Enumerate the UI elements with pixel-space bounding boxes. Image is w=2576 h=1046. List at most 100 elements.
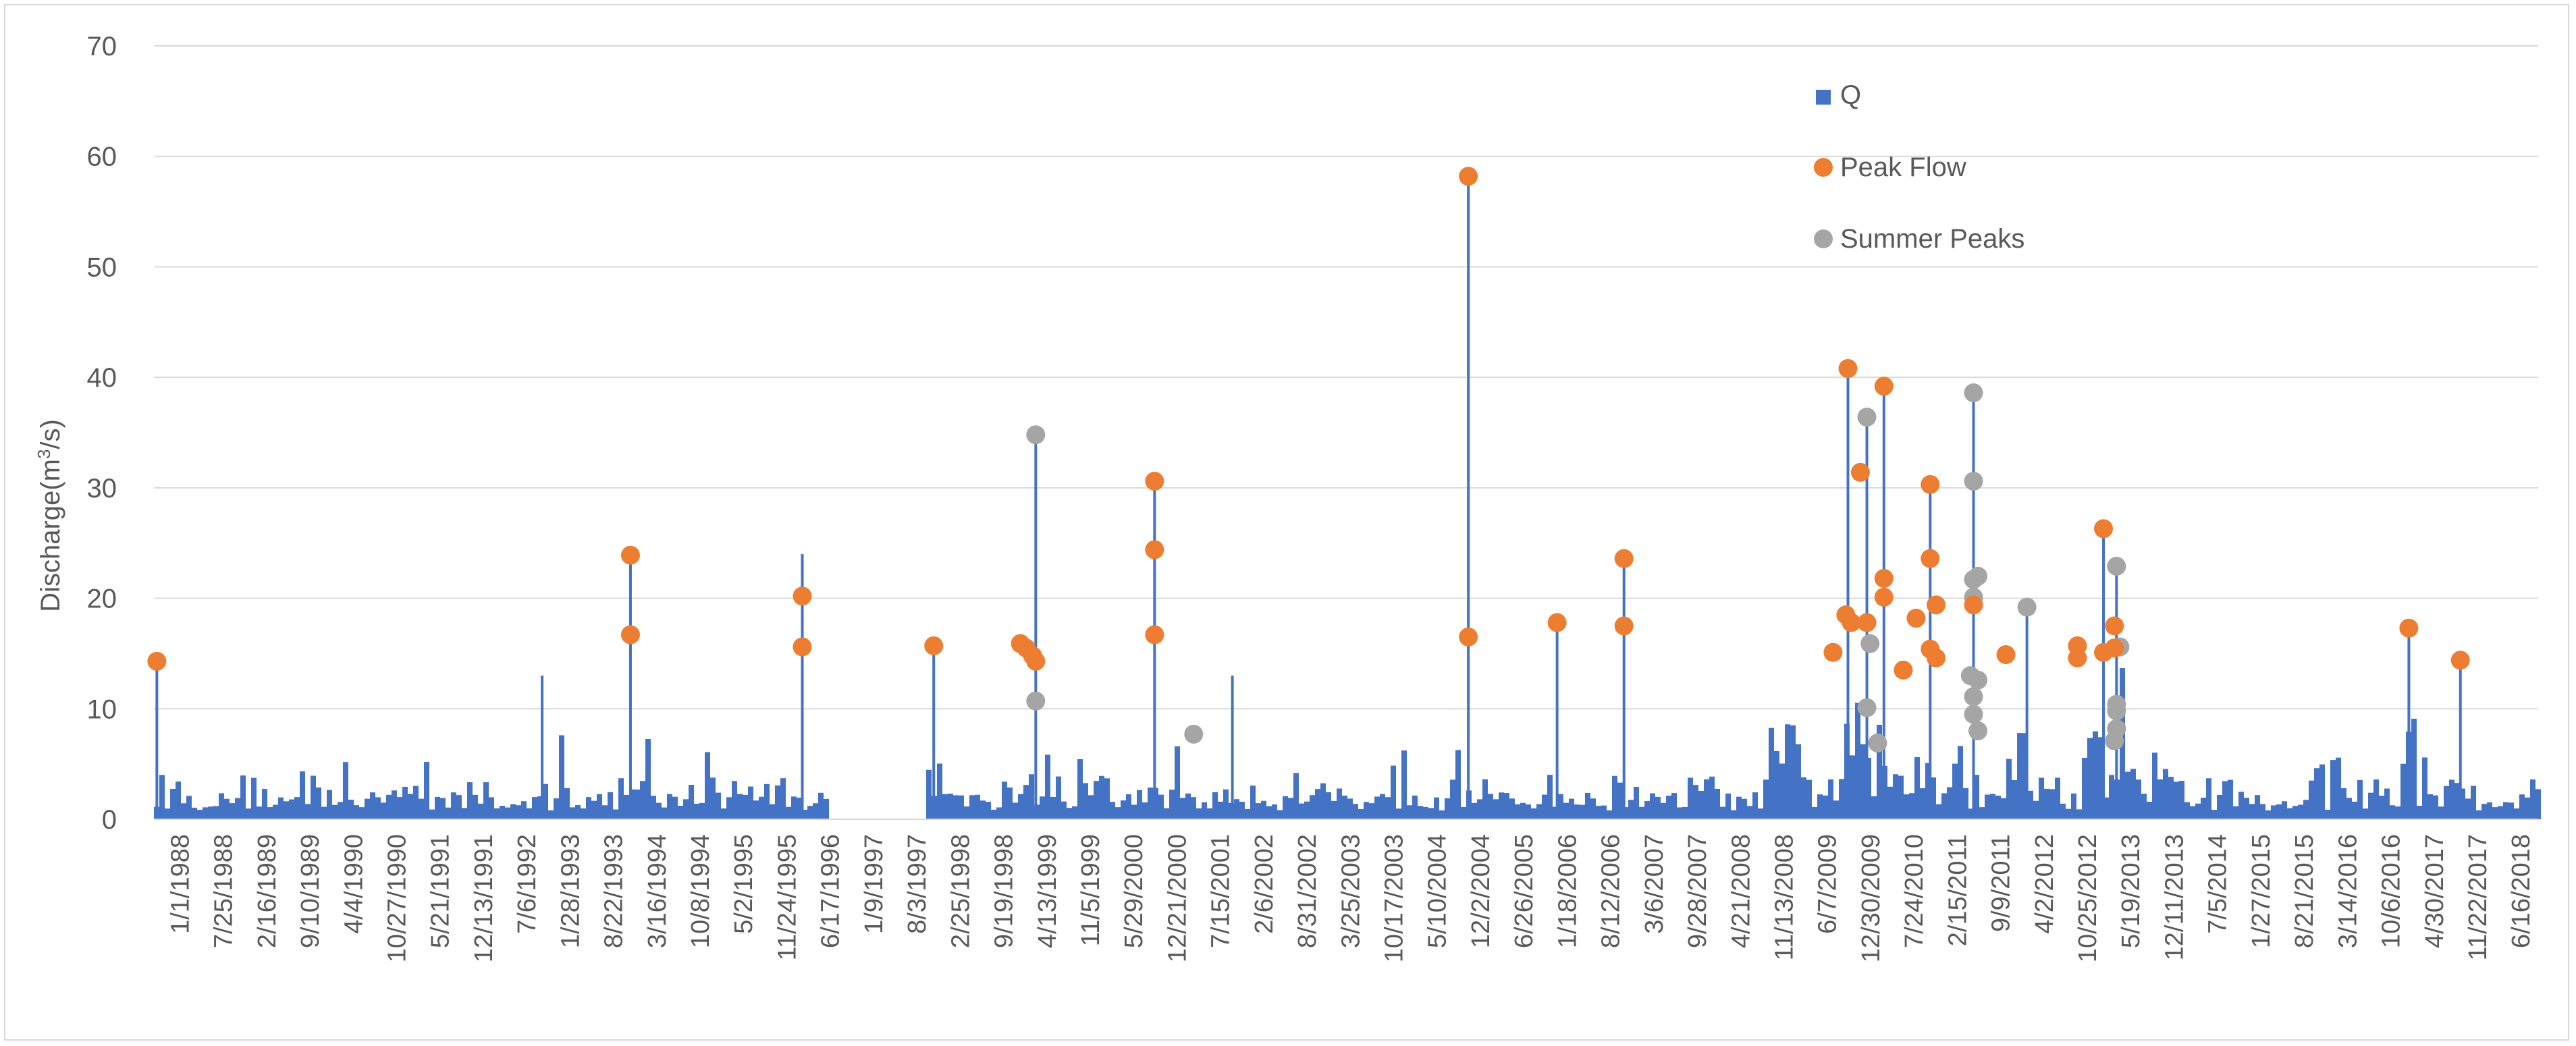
discharge-bar xyxy=(543,783,548,819)
discharge-bar xyxy=(570,807,575,819)
discharge-bar xyxy=(1952,763,1958,819)
discharge-bar xyxy=(1655,796,1661,819)
discharge-bar xyxy=(2530,779,2535,819)
discharge-bar xyxy=(500,806,505,819)
summer-peak-point xyxy=(1964,472,1983,491)
discharge-bar xyxy=(446,807,451,819)
discharge-bar xyxy=(370,792,375,819)
discharge-bar xyxy=(1169,790,1175,819)
summer-peak-point xyxy=(1964,383,1983,403)
discharge-bar xyxy=(1115,807,1121,819)
peak-flow-point xyxy=(1838,359,1858,379)
discharge-bar xyxy=(1196,808,1202,819)
discharge-bar xyxy=(2044,788,2049,819)
y-axis-title: Discharge(m3/s) xyxy=(34,419,65,612)
summer-peak-point xyxy=(1964,687,1983,707)
x-tick-label: 7/5/2014 xyxy=(2204,834,2232,934)
discharge-chart: 0 10 20 30 40 50 60 70 1/1/1988 7/25/1988 2/16/19… xyxy=(34,32,2541,962)
discharge-bar xyxy=(948,794,953,819)
discharge-bar xyxy=(203,807,208,819)
discharge-bar xyxy=(1574,804,1580,819)
discharge-bar xyxy=(624,794,629,819)
discharge-bar xyxy=(1634,786,1639,819)
discharge-bar xyxy=(435,796,440,819)
discharge-bar xyxy=(2357,779,2363,819)
discharge-bar xyxy=(1736,796,1742,819)
legend-summer-peaks-swatch xyxy=(1814,229,1833,248)
discharge-bar xyxy=(1142,802,1148,819)
discharge-bar xyxy=(1920,788,1925,819)
legend-peak-flow-label: Peak Flow xyxy=(1840,153,1966,182)
discharge-bar xyxy=(2438,806,2444,819)
discharge-bar xyxy=(689,784,694,819)
peak-flow-point xyxy=(2399,618,2419,638)
summer-peak-point xyxy=(1026,691,1046,711)
discharge-bar xyxy=(602,805,608,819)
discharge-bar xyxy=(678,806,683,819)
discharge-bar xyxy=(2379,796,2384,819)
discharge-bar xyxy=(1256,803,1261,819)
x-tick-label: 11/5/1999 xyxy=(1077,834,1105,946)
x-tick-label: 8/12/2006 xyxy=(1597,834,1626,948)
discharge-bar xyxy=(770,804,775,819)
discharge-bar xyxy=(996,807,1002,819)
discharge-bar xyxy=(1828,779,1833,819)
x-tick-label: 11/24/1995 xyxy=(773,834,801,960)
discharge-bar xyxy=(2368,792,2373,819)
x-tick-label: 2/15/2011 xyxy=(1943,834,1972,946)
x-tick-label: 2/6/2002 xyxy=(1250,834,1279,934)
discharge-bar xyxy=(1931,777,1936,819)
discharge-bar xyxy=(300,771,305,819)
discharge-bar xyxy=(775,785,780,819)
discharge-bar xyxy=(532,797,537,819)
discharge-bar xyxy=(2427,794,2433,819)
discharge-bar xyxy=(251,777,257,819)
discharge-bar xyxy=(159,775,165,819)
discharge-bar xyxy=(1412,795,1418,819)
discharge-bar xyxy=(786,806,791,819)
peak-flow-point xyxy=(793,637,812,657)
discharge-bar xyxy=(1137,790,1142,819)
discharge-bar xyxy=(2298,804,2303,819)
discharge-bar xyxy=(1407,805,1412,819)
discharge-bar xyxy=(224,798,230,819)
discharge-bar xyxy=(1563,802,1569,819)
discharge-bar xyxy=(937,763,942,819)
y-tick-label: 10 xyxy=(87,694,117,724)
discharge-bar xyxy=(2012,779,2017,819)
summer-peak-point xyxy=(1964,705,1983,724)
discharge-bar xyxy=(1553,806,1558,819)
discharge-bar xyxy=(1941,793,1947,819)
discharge-bar xyxy=(1898,775,1904,819)
x-tick-label: 12/2/2004 xyxy=(1467,834,1495,948)
y-tick-label: 60 xyxy=(87,142,117,172)
x-tick-label: 10/17/2003 xyxy=(1380,834,1409,962)
discharge-bar xyxy=(1715,788,1720,819)
x-tick-label: 9/19/1998 xyxy=(990,834,1019,948)
discharge-bar xyxy=(2255,795,2260,819)
discharge-bar xyxy=(1698,791,1704,819)
discharge-bar xyxy=(1860,744,1866,819)
y-axis-title-tail: /s) xyxy=(36,419,65,449)
discharge-bar xyxy=(186,796,192,819)
discharge-bar xyxy=(2157,779,2163,819)
summer-peak-point xyxy=(1968,566,1988,586)
discharge-bar xyxy=(1974,775,1979,819)
discharge-bar xyxy=(1369,803,1374,819)
x-tick-label: 9/9/2011 xyxy=(1987,834,2016,932)
summer-peaks-points xyxy=(1026,383,2130,753)
peak-flow-point xyxy=(1145,540,1164,559)
discharge-bar xyxy=(478,803,483,819)
discharge-bar xyxy=(2001,798,2006,819)
discharge-bar xyxy=(721,808,726,819)
discharge-bar xyxy=(1520,802,1526,819)
discharge-bar xyxy=(2049,789,2055,819)
discharge-bar xyxy=(2006,759,2012,819)
discharge-bar xyxy=(327,790,332,819)
discharge-bar xyxy=(2325,809,2330,819)
discharge-bar xyxy=(2055,777,2060,819)
discharge-bar xyxy=(1428,808,1434,819)
x-tick-label: 8/21/2015 xyxy=(2290,834,2319,948)
x-tick-label: 5/2/1995 xyxy=(730,834,758,934)
discharge-bar xyxy=(375,797,381,819)
